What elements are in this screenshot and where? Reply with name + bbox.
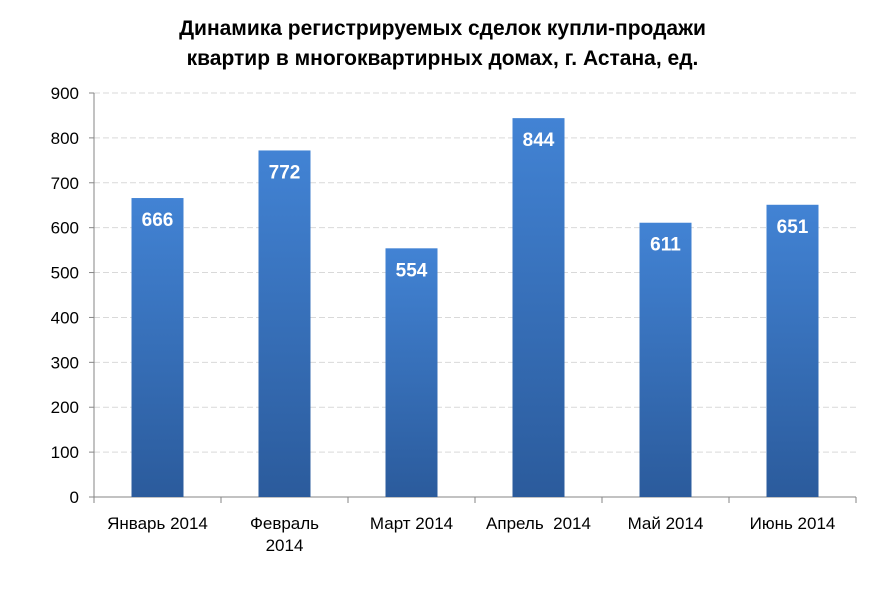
data-label: 772 [269, 162, 301, 183]
data-label: 651 [777, 217, 809, 238]
y-tick-label: 200 [51, 398, 79, 417]
bar [385, 248, 438, 497]
x-tick-label: Май 2014 [628, 514, 704, 533]
x-tick-label: Апрель 2014 [486, 514, 591, 533]
bar [258, 150, 311, 498]
bar [639, 222, 692, 497]
y-tick-label: 100 [51, 443, 79, 462]
data-label: 844 [523, 130, 555, 151]
bar [766, 204, 819, 498]
data-label: 666 [142, 210, 174, 231]
x-tick-label: Январь 2014 [107, 514, 208, 533]
y-tick-label: 500 [51, 264, 79, 283]
y-tick-label: 900 [51, 84, 79, 103]
y-tick-label: 0 [70, 488, 79, 507]
y-tick-label: 400 [51, 308, 79, 327]
x-tick-label: 2014 [266, 536, 304, 555]
y-tick-label: 600 [51, 219, 79, 238]
data-label: 611 [650, 235, 681, 256]
chart-title: Динамика регистрируемых сделок купли-про… [0, 14, 885, 74]
data-label: 554 [396, 260, 428, 281]
y-tick-label: 800 [51, 129, 79, 148]
y-tick-label: 700 [51, 174, 79, 193]
bar [131, 198, 184, 498]
x-tick-label: Июнь 2014 [750, 514, 836, 533]
x-tick-label: Март 2014 [370, 514, 453, 533]
y-tick-label: 300 [51, 353, 79, 372]
x-tick-label: Февраль [250, 514, 319, 533]
chart-title-line-1: Динамика регистрируемых сделок купли-про… [179, 17, 706, 40]
chart-title-line-2: квартир в многоквартирных домах, г. Аста… [186, 47, 699, 70]
bar [512, 118, 565, 497]
